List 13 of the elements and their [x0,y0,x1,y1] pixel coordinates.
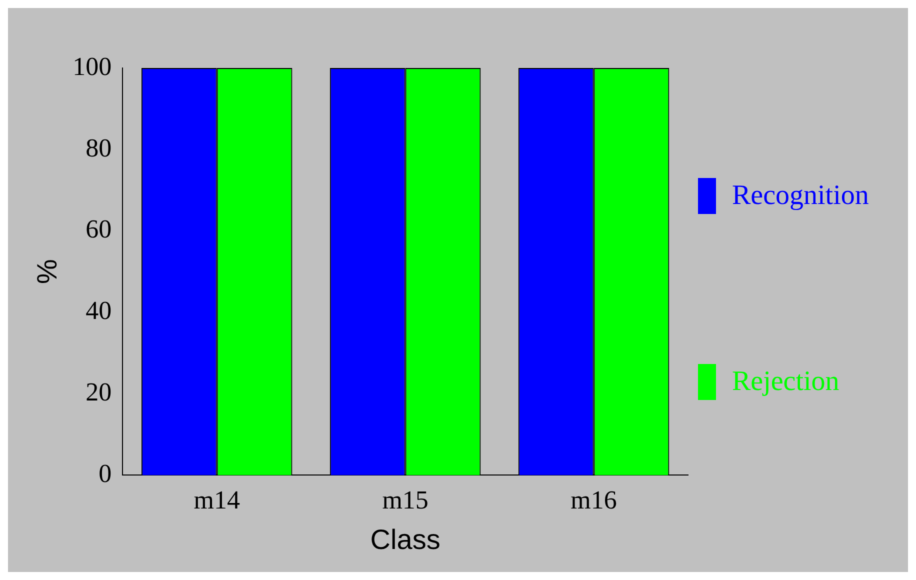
y-tick-label: 60 [86,214,112,244]
legend-label: Rejection [732,366,840,398]
legend-label: Recognition [732,180,869,212]
y-axis-title: % [32,259,63,284]
y-tick-label: 40 [86,296,112,326]
x-tick-label: m15 [382,486,428,515]
y-tick-label: 100 [72,52,112,81]
y-tick-label: 0 [98,459,112,488]
x-axis-title: Class [370,524,440,555]
y-tick-label: 80 [86,133,112,162]
x-tick-label: m16 [570,486,617,515]
x-tick-label: m14 [194,486,240,515]
y-tick-label: 20 [86,378,112,407]
